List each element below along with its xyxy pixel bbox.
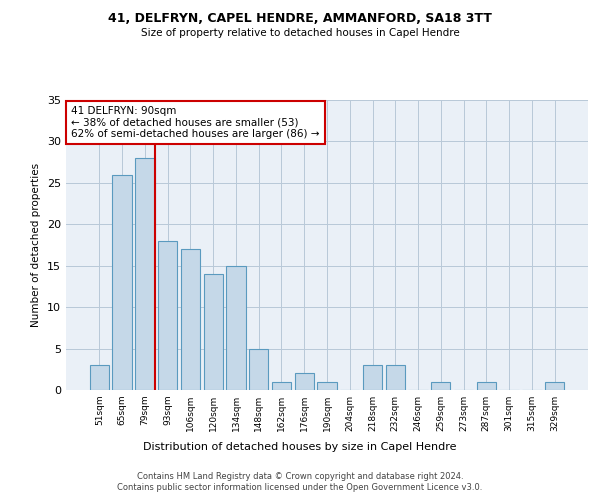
Bar: [90, 365, 109, 390]
Bar: [363, 365, 382, 390]
Text: Contains HM Land Registry data © Crown copyright and database right 2024.: Contains HM Land Registry data © Crown c…: [137, 472, 463, 481]
Bar: [545, 382, 564, 390]
Bar: [317, 382, 337, 390]
Bar: [226, 266, 245, 390]
Bar: [112, 174, 132, 390]
Bar: [476, 382, 496, 390]
Text: 41 DELFRYN: 90sqm
← 38% of detached houses are smaller (53)
62% of semi-detached: 41 DELFRYN: 90sqm ← 38% of detached hous…: [71, 106, 320, 139]
Bar: [181, 249, 200, 390]
Text: Contains public sector information licensed under the Open Government Licence v3: Contains public sector information licen…: [118, 484, 482, 492]
Bar: [386, 365, 405, 390]
Y-axis label: Number of detached properties: Number of detached properties: [31, 163, 41, 327]
Bar: [272, 382, 291, 390]
Bar: [203, 274, 223, 390]
Text: 41, DELFRYN, CAPEL HENDRE, AMMANFORD, SA18 3TT: 41, DELFRYN, CAPEL HENDRE, AMMANFORD, SA…: [108, 12, 492, 26]
Bar: [249, 348, 268, 390]
Bar: [431, 382, 451, 390]
Bar: [158, 241, 178, 390]
Bar: [295, 374, 314, 390]
Text: Distribution of detached houses by size in Capel Hendre: Distribution of detached houses by size …: [143, 442, 457, 452]
Bar: [135, 158, 155, 390]
Text: Size of property relative to detached houses in Capel Hendre: Size of property relative to detached ho…: [140, 28, 460, 38]
